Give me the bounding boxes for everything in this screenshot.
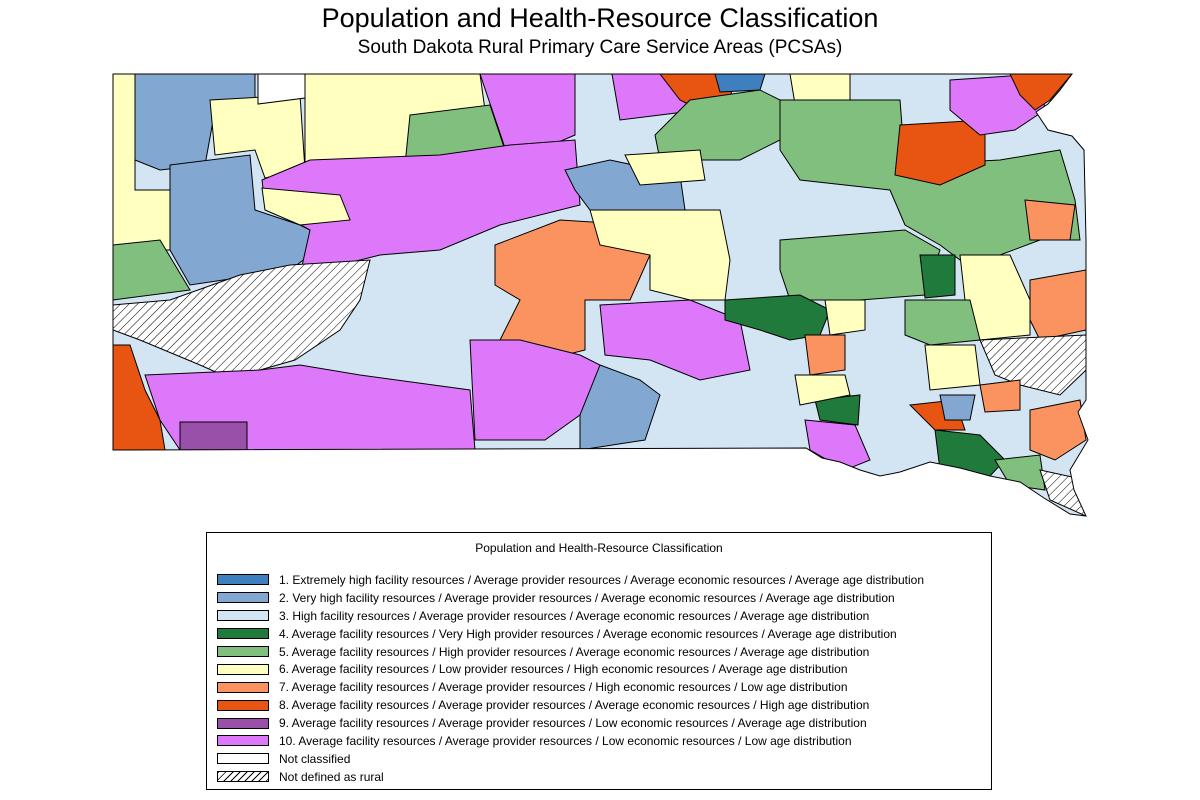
legend-label: Not defined as rural (279, 769, 384, 784)
region-ne-orange-corner (1009, 74, 1074, 111)
region-sc-orange (804, 334, 846, 376)
legend-item: 9. Average facility resources / Average … (217, 714, 924, 732)
region-sc-blue-2 (579, 364, 661, 451)
region-north-green-2 (654, 89, 801, 161)
legend-swatch (217, 753, 269, 765)
legend-item: 1. Extremely high facility resources / A… (217, 571, 924, 589)
region-central-yellow-2 (824, 299, 866, 336)
legend-swatch (217, 646, 269, 657)
legend-swatch (217, 592, 269, 604)
legend-label: 7. Average facility resources / Average … (279, 680, 848, 695)
legend-item: 4. Average facility resources / Very Hig… (217, 625, 924, 643)
region-se-orange (979, 379, 1021, 413)
map-subtitle: South Dakota Rural Primary Care Service … (357, 37, 843, 58)
region-west-yellow (261, 187, 351, 226)
region-central-purple (261, 139, 581, 276)
region-se-orange-2 (1029, 399, 1087, 461)
region-center-purple (599, 299, 751, 381)
legend-label: 2. Very high facility resources / Averag… (279, 590, 895, 605)
south-dakota-pcsa-map (112, 73, 1089, 517)
legend-list: 1. Extremely high facility resources / A… (217, 571, 924, 786)
legend-swatch (217, 717, 269, 729)
legend-item: 2. Very high facility resources / Averag… (217, 589, 924, 607)
legend-item: 5. Average facility resources / High pro… (217, 643, 924, 661)
legend-swatch (217, 610, 269, 622)
legend-label: 6. Average facility resources / Low prov… (279, 662, 848, 677)
region-east-orange (1024, 199, 1076, 241)
region-se-green (994, 454, 1046, 491)
legend-label: 5. Average facility resources / High pro… (279, 644, 870, 659)
region-northwest-blue (134, 74, 256, 171)
legend-swatch (217, 699, 269, 711)
region-west-green (113, 239, 191, 301)
legend: Population and Health-Resource Classific… (206, 532, 992, 790)
legend-label: 4. Average facility resources / Very Hig… (279, 626, 897, 641)
legend-label: 8. Average facility resources / Average … (279, 698, 870, 713)
state-outline (112, 73, 1089, 517)
region-central-green (779, 229, 941, 301)
region-east-yellow-2 (924, 344, 981, 391)
region-sw-purple-dark (179, 421, 248, 451)
legend-item: 3. High facility resources / Average pro… (217, 607, 924, 625)
region-north-blue-dark (714, 74, 766, 93)
legend-swatch (217, 681, 269, 693)
region-east-green-2 (904, 299, 981, 346)
legend-item: 7. Average facility resources / Average … (217, 678, 924, 696)
region-east-green-dark (919, 254, 956, 299)
legend-item: 6. Average facility resources / Low prov… (217, 660, 924, 678)
legend-label: Not classified (279, 751, 351, 766)
legend-item: 8. Average facility resources / Average … (217, 696, 924, 714)
region-sc-green-dark (814, 394, 861, 426)
legend-label: 1. Extremely high facility resources / A… (279, 572, 924, 587)
legend-swatch (217, 735, 269, 747)
map-title: Population and Health-Resource Classific… (321, 3, 879, 33)
region-sc-purple (804, 419, 871, 471)
legend-swatch (217, 628, 269, 640)
legend-swatch (217, 663, 269, 675)
legend-item: 10. Average facility resources / Average… (217, 732, 924, 750)
region-sc-blue (939, 394, 976, 421)
legend-swatch-hatch (217, 771, 269, 783)
legend-label: 9. Average facility resources / Average … (279, 716, 867, 731)
region-sc-yellow (794, 374, 851, 406)
legend-title: Population and Health-Resource Classific… (475, 541, 723, 555)
region-east-orange-2 (1029, 269, 1087, 341)
legend-label: 3. High facility resources / Average pro… (279, 608, 870, 623)
region-center-yellow (589, 209, 731, 301)
region-west-not-rural (113, 259, 371, 386)
legend-item: Not defined as rural (217, 768, 924, 786)
legend-item: Not classified (217, 750, 924, 768)
legend-label: 10. Average facility resources / Average… (279, 733, 852, 748)
legend-swatch (217, 574, 269, 586)
region-central-yellow-n (624, 149, 706, 186)
